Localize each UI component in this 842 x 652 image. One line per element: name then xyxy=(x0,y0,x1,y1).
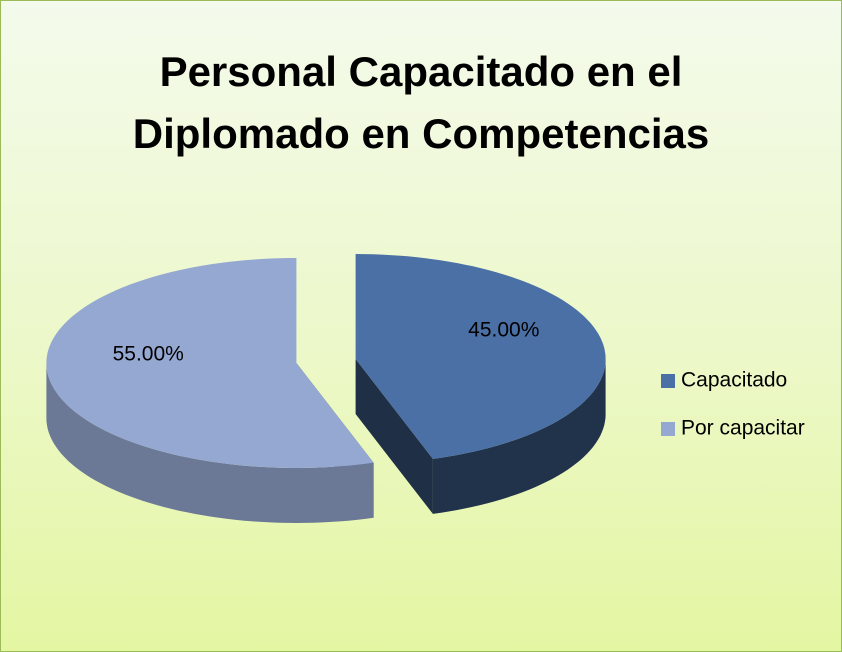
legend-label: Capacitado xyxy=(681,369,787,392)
slice xyxy=(355,254,606,459)
legend-swatch xyxy=(661,422,675,436)
chart-title: Personal Capacitado en el Diplomado en C… xyxy=(132,48,710,157)
legend-label: Por capacitar xyxy=(681,417,805,440)
data-label: 55.00% xyxy=(113,342,184,365)
slice xyxy=(46,258,374,468)
legend-swatch xyxy=(661,374,675,388)
slice-wall xyxy=(46,363,374,523)
data-label: 45.00% xyxy=(468,319,539,342)
slice-wall xyxy=(432,359,606,514)
slice-face xyxy=(355,359,433,514)
